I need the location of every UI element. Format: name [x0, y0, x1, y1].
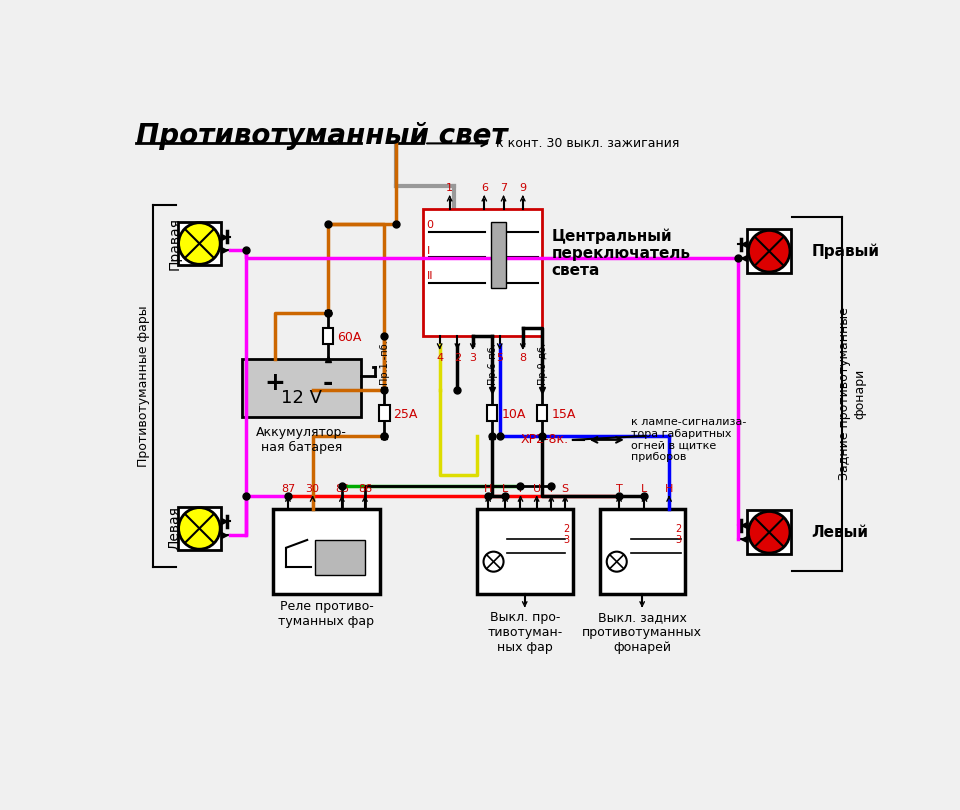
Text: T: T — [548, 484, 555, 494]
Text: к лампе-сигнализа-
тора габаритных
огней в щитке
приборов: к лампе-сигнализа- тора габаритных огней… — [631, 417, 746, 463]
Text: 8: 8 — [519, 353, 526, 363]
Text: H: H — [484, 484, 492, 494]
Bar — [491, 222, 506, 288]
Text: -: - — [323, 371, 333, 395]
Bar — [178, 506, 221, 550]
Text: Противотуманные фары: Противотуманные фары — [137, 305, 151, 467]
Text: 30: 30 — [305, 484, 320, 494]
Circle shape — [179, 223, 220, 264]
Circle shape — [607, 552, 627, 572]
Bar — [315, 540, 365, 574]
Circle shape — [484, 552, 504, 572]
Bar — [487, 405, 497, 420]
Bar — [242, 359, 361, 417]
Circle shape — [749, 511, 790, 553]
Text: H: H — [665, 484, 673, 494]
Bar — [323, 328, 333, 343]
Bar — [379, 405, 390, 420]
Text: 12 V: 12 V — [281, 390, 322, 407]
Text: U: U — [533, 484, 540, 494]
Text: Аккумулятор-
ная батарея: Аккумулятор- ная батарея — [256, 426, 347, 454]
Text: 2
3: 2 3 — [564, 524, 570, 545]
Text: Пр.6-пб.: Пр.6-пб. — [487, 342, 497, 384]
Text: Противотуманный свет: Противотуманный свет — [136, 122, 508, 150]
Bar — [273, 509, 380, 594]
Bar — [600, 509, 684, 594]
Text: 15A: 15A — [551, 408, 576, 421]
Text: Центральный
переключатель
света: Центральный переключатель света — [551, 228, 690, 279]
Text: L: L — [641, 484, 648, 494]
Bar — [476, 509, 573, 594]
Text: T: T — [615, 484, 622, 494]
Text: 0: 0 — [426, 220, 434, 230]
Text: S: S — [562, 484, 568, 494]
Circle shape — [179, 508, 220, 549]
Text: I: I — [426, 245, 430, 256]
Text: 1: 1 — [446, 183, 453, 194]
Text: Выкл. задних
противотуманных
фонарей: Выкл. задних противотуманных фонарей — [582, 611, 702, 654]
Bar — [178, 222, 221, 266]
Text: Реле противо-
туманных фар: Реле противо- туманных фар — [278, 600, 374, 628]
Text: 86: 86 — [358, 484, 372, 494]
Text: Правая: Правая — [168, 217, 181, 270]
Text: 7: 7 — [500, 183, 507, 194]
Bar — [748, 510, 791, 554]
Bar — [422, 209, 542, 336]
Text: 25A: 25A — [394, 408, 418, 421]
Text: 10A: 10A — [501, 408, 526, 421]
Bar — [748, 229, 791, 273]
Text: ХР2-8к.: ХР2-8к. — [521, 433, 569, 446]
Text: +: + — [265, 371, 286, 395]
Text: II: II — [426, 271, 433, 281]
Text: Задние противотуманные
фонари: Задние противотуманные фонари — [838, 307, 866, 480]
Text: 3: 3 — [469, 353, 476, 363]
Text: Левый: Левый — [811, 525, 869, 539]
Text: 87: 87 — [281, 484, 295, 494]
Text: 5: 5 — [496, 353, 503, 363]
Text: 9: 9 — [519, 183, 526, 194]
Text: 2
3: 2 3 — [675, 524, 682, 545]
Text: L: L — [502, 484, 508, 494]
Text: 60A: 60A — [337, 331, 362, 344]
Text: T: T — [517, 484, 524, 494]
Bar — [537, 405, 547, 420]
Text: 4: 4 — [436, 353, 444, 363]
Text: Выкл. про-
тивотуман-
ных фар: Выкл. про- тивотуман- ных фар — [487, 611, 563, 654]
Text: Правый: Правый — [811, 244, 879, 259]
Text: Пр.1.-пб.: Пр.1.-пб. — [379, 339, 389, 384]
Text: 2: 2 — [454, 353, 461, 363]
Circle shape — [749, 230, 790, 272]
Text: 6: 6 — [481, 183, 488, 194]
Text: Левая: Левая — [168, 506, 181, 551]
Text: к конт. 30 выкл. зажигания: к конт. 30 выкл. зажигания — [496, 137, 680, 150]
Text: 85: 85 — [335, 484, 348, 494]
Text: Пр.9-дб.: Пр.9-дб. — [537, 342, 547, 384]
